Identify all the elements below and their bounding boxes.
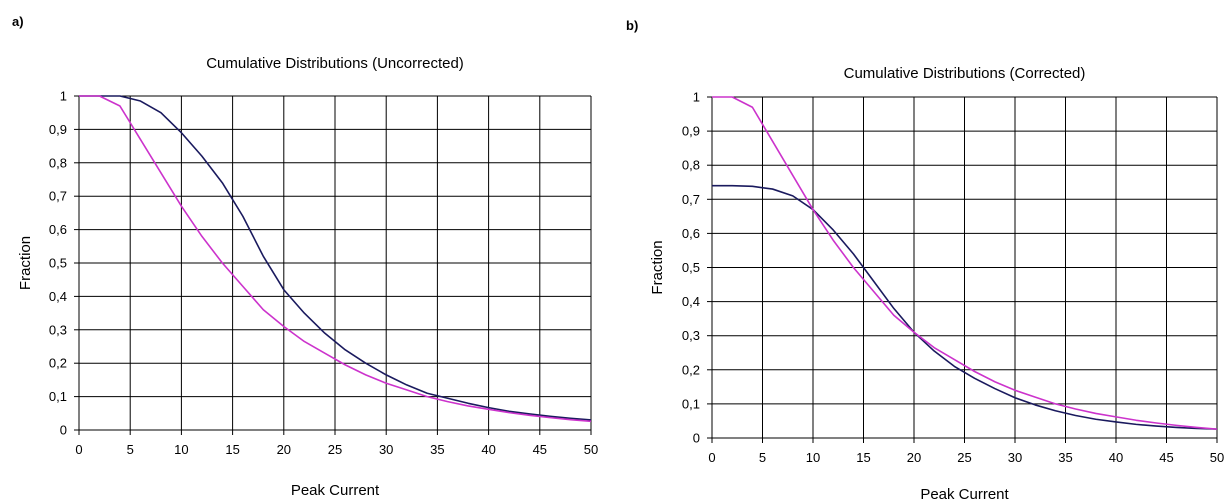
x-tick-label: 35 — [430, 442, 444, 457]
x-tick-label: 10 — [806, 450, 820, 465]
y-tick-label: 1 — [60, 89, 67, 104]
x-tick-label: 45 — [1159, 450, 1173, 465]
x-tick-label: 0 — [75, 442, 82, 457]
y-tick-label: 0,6 — [49, 222, 67, 237]
x-tick-label: 25 — [328, 442, 342, 457]
y-tick-label: 0,5 — [49, 256, 67, 271]
y-tick-label: 0 — [693, 431, 700, 446]
series-line-1 — [712, 96, 1218, 430]
x-tick-label: 15 — [856, 450, 870, 465]
chart-a-svg: 0 5 10 15 20 25 30 35 40 45 50 0 0,1 0,2 0,3 0,4 0,5 0,6 0… — [17, 55, 598, 499]
x-tick-label: 20 — [277, 442, 291, 457]
y-tick-label: 0,4 — [49, 289, 67, 304]
y-tick-label: 0,4 — [682, 294, 700, 309]
y-tick-label: 0,8 — [49, 155, 67, 170]
series-line-0 — [79, 95, 592, 421]
x-tick-label: 50 — [1210, 450, 1224, 465]
x-tick-label: 0 — [708, 450, 715, 465]
y-tick-label: 0,1 — [49, 389, 67, 404]
y-tick-label: 0,6 — [682, 226, 700, 241]
y-tick-label: 0,2 — [682, 362, 700, 377]
y-tick-label: 0,7 — [49, 189, 67, 204]
y-tick-label: 0,1 — [682, 396, 700, 411]
x-tick-label: 45 — [533, 442, 547, 457]
series-line-1 — [79, 95, 592, 423]
panel-label: a) — [12, 14, 24, 29]
y-tick-label: 1 — [693, 90, 700, 105]
x-tick-label: 10 — [174, 442, 188, 457]
x-tick-label: 25 — [957, 450, 971, 465]
x-tick-label: 35 — [1058, 450, 1072, 465]
chart-panel-a: a) 0 5 10 15 20 25 30 35 40 45 50 0 0,1 0,2 0,3 0,4 0,5 0… — [0, 0, 600, 502]
chart-panel-b: b) 0 5 10 15 20 25 30 35 40 45 50 0 0,1 0,2 0,3 0,4 0,5 0… — [614, 0, 1228, 502]
x-axis-label: Peak Current — [920, 486, 1009, 502]
y-tick-label: 0,5 — [682, 260, 700, 275]
y-tick-label: 0,3 — [49, 322, 67, 337]
y-tick-label: 0,2 — [49, 356, 67, 371]
y-tick-label: 0,8 — [682, 158, 700, 173]
y-tick-label: 0,9 — [682, 124, 700, 139]
panel-label: b) — [626, 18, 639, 33]
x-tick-label: 5 — [127, 442, 134, 457]
x-tick-label: 5 — [759, 450, 766, 465]
x-tick-label: 40 — [1109, 450, 1123, 465]
y-tick-label: 0 — [60, 423, 67, 438]
series-line-0 — [712, 184, 1218, 430]
y-tick-label: 0,3 — [682, 328, 700, 343]
x-tick-label: 30 — [1008, 450, 1022, 465]
y-axis-label: Fraction — [649, 240, 666, 294]
x-tick-label: 20 — [907, 450, 921, 465]
x-tick-label: 50 — [584, 442, 598, 457]
x-tick-label: 15 — [225, 442, 239, 457]
y-axis-label: Fraction — [17, 236, 34, 290]
x-axis-label: Peak Current — [291, 482, 380, 499]
y-tick-label: 0,9 — [49, 122, 67, 137]
y-tick-label: 0,7 — [682, 192, 700, 207]
x-tick-label: 30 — [379, 442, 393, 457]
chart-title: Cumulative Distributions (Corrected) — [844, 65, 1086, 82]
x-tick-label: 40 — [481, 442, 495, 457]
chart-title: Cumulative Distributions (Uncorrected) — [206, 55, 464, 72]
chart-b-svg: 0 5 10 15 20 25 30 35 40 45 50 0 0,1 0,2 0,3 0,4 0,5 0,6 0… — [649, 65, 1224, 502]
